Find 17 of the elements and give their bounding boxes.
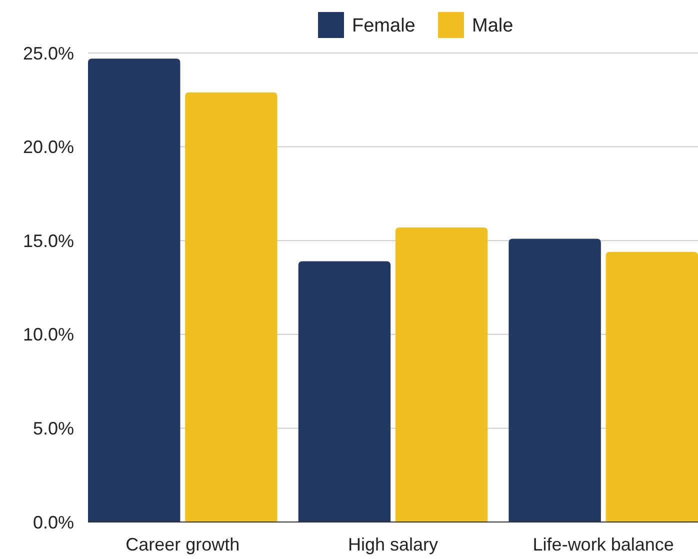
x-tick-label: High salary: [348, 534, 438, 554]
x-tick-label: Career growth: [126, 534, 240, 554]
y-tick-label: 5.0%: [32, 418, 74, 438]
y-tick-label: 15.0%: [22, 230, 74, 251]
bar: [298, 261, 391, 522]
bar: [606, 252, 698, 522]
legend-label: Male: [472, 16, 514, 37]
y-tick-label: 10.0%: [22, 324, 74, 345]
y-tick-label: 20.0%: [22, 137, 74, 158]
x-tick-label: Life-work balance: [532, 534, 674, 554]
bar: [185, 92, 278, 522]
bar: [395, 227, 488, 522]
y-tick-label: 25.0%: [22, 43, 74, 64]
bar: [88, 58, 180, 522]
y-tick-label: 0.0%: [32, 512, 74, 532]
legend-label: Female: [352, 16, 416, 37]
bar: [508, 238, 601, 522]
